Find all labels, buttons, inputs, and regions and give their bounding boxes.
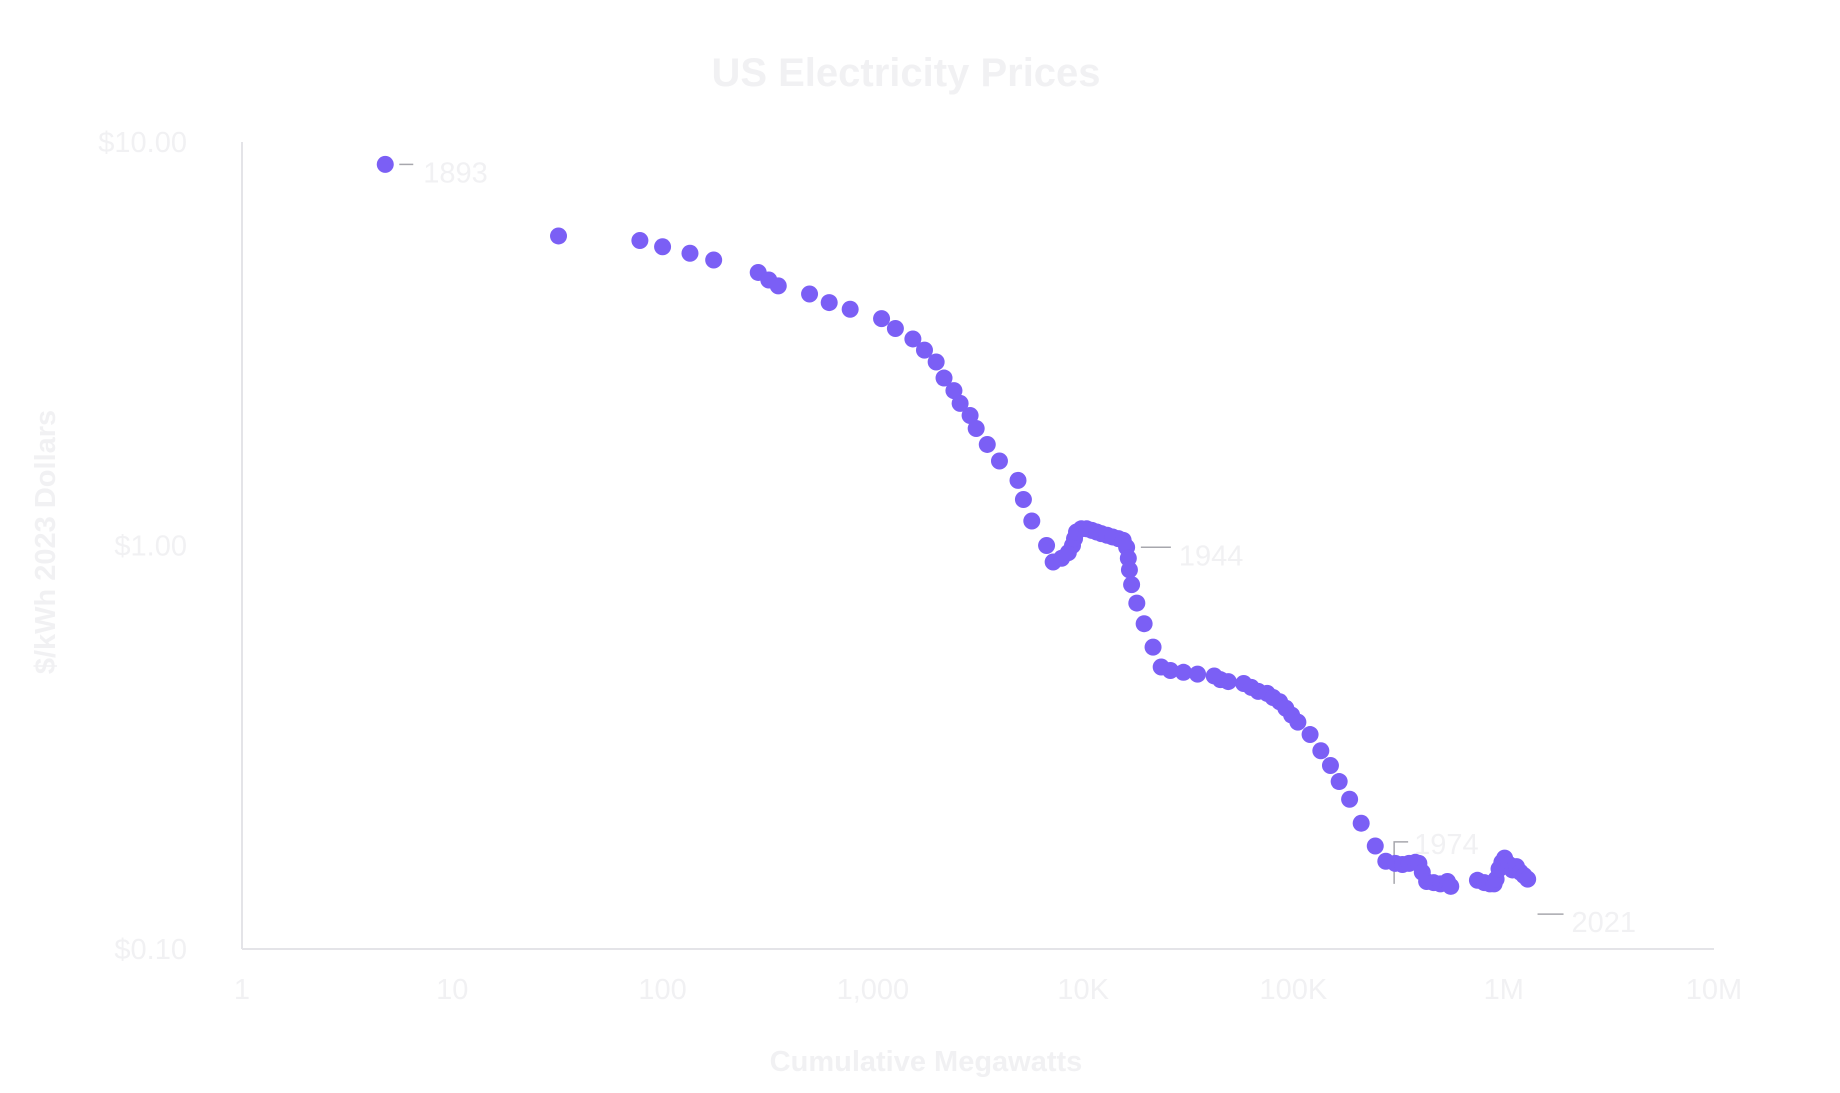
data-point	[1038, 537, 1056, 554]
data-point	[1009, 471, 1027, 489]
x-tick-label: 1M	[1484, 974, 1524, 1006]
data-point	[990, 452, 1008, 470]
data-point	[1301, 726, 1319, 744]
data-point	[1289, 713, 1307, 731]
data-point	[1519, 870, 1537, 888]
x-tick-label: 100K	[1260, 974, 1328, 1006]
data-point	[1174, 663, 1192, 681]
data-point	[1135, 615, 1153, 633]
y-tick-label: $1.00	[114, 531, 187, 563]
data-point	[820, 294, 838, 312]
data-point	[945, 382, 963, 400]
data-point	[769, 277, 787, 295]
data-point	[1330, 773, 1348, 791]
x-tick-label: 1,000	[837, 974, 910, 1006]
data-point	[654, 238, 672, 256]
data-point	[1161, 662, 1179, 680]
data-point	[886, 319, 904, 337]
y-axis-title: $/kWh 2023 Dollars	[30, 410, 62, 674]
data-point	[1189, 665, 1207, 683]
data-point	[961, 406, 979, 424]
data-point	[376, 155, 394, 173]
data-point	[1014, 491, 1032, 509]
data-point	[935, 369, 953, 387]
data-point	[904, 330, 922, 348]
y-tick-labels: $10.00 $1.00 $0.10	[98, 127, 187, 966]
data-point	[550, 227, 568, 245]
annotation-label: 1944	[1179, 540, 1244, 572]
x-tick-label: 10M	[1686, 974, 1742, 1006]
annotation-label: 2021	[1572, 907, 1637, 939]
data-point	[1120, 561, 1138, 579]
data-point	[1341, 790, 1359, 808]
data-points	[376, 155, 1537, 895]
data-point	[1321, 756, 1339, 774]
data-point	[841, 300, 859, 318]
data-point	[705, 251, 723, 269]
axes	[241, 142, 1714, 950]
data-point	[1123, 576, 1141, 594]
data-point	[1352, 814, 1370, 832]
data-point	[978, 435, 996, 453]
x-axis-title: Cumulative Megawatts	[770, 1046, 1083, 1078]
data-point	[1128, 594, 1146, 612]
x-tick-label: 100	[638, 974, 686, 1006]
data-point	[801, 285, 819, 303]
data-point	[1219, 673, 1237, 691]
data-point	[1366, 837, 1384, 855]
y-tick-label: $0.10	[114, 934, 187, 966]
annotations: 1893 1944 1974 2021	[399, 157, 1636, 939]
data-point	[1023, 512, 1041, 530]
y-tick-label: $10.00	[98, 127, 187, 159]
data-point	[631, 232, 649, 250]
data-point	[1144, 638, 1162, 656]
data-point	[967, 419, 985, 437]
annotation-label: 1893	[423, 157, 488, 189]
data-point	[1442, 877, 1460, 895]
x-tick-label: 1	[234, 974, 250, 1006]
data-point	[1312, 742, 1330, 760]
data-point	[951, 394, 969, 412]
x-tick-labels: 1 10 100 1,000 10K 100K 1M 10M	[234, 974, 1742, 1006]
data-point	[927, 353, 945, 371]
chart-title: US Electricity Prices	[711, 51, 1100, 95]
annotation-label: 1974	[1414, 829, 1479, 861]
data-point	[915, 341, 933, 359]
data-point	[873, 310, 891, 328]
x-tick-label: 10	[436, 974, 468, 1006]
data-point	[681, 244, 699, 262]
x-tick-label: 10K	[1057, 974, 1109, 1006]
